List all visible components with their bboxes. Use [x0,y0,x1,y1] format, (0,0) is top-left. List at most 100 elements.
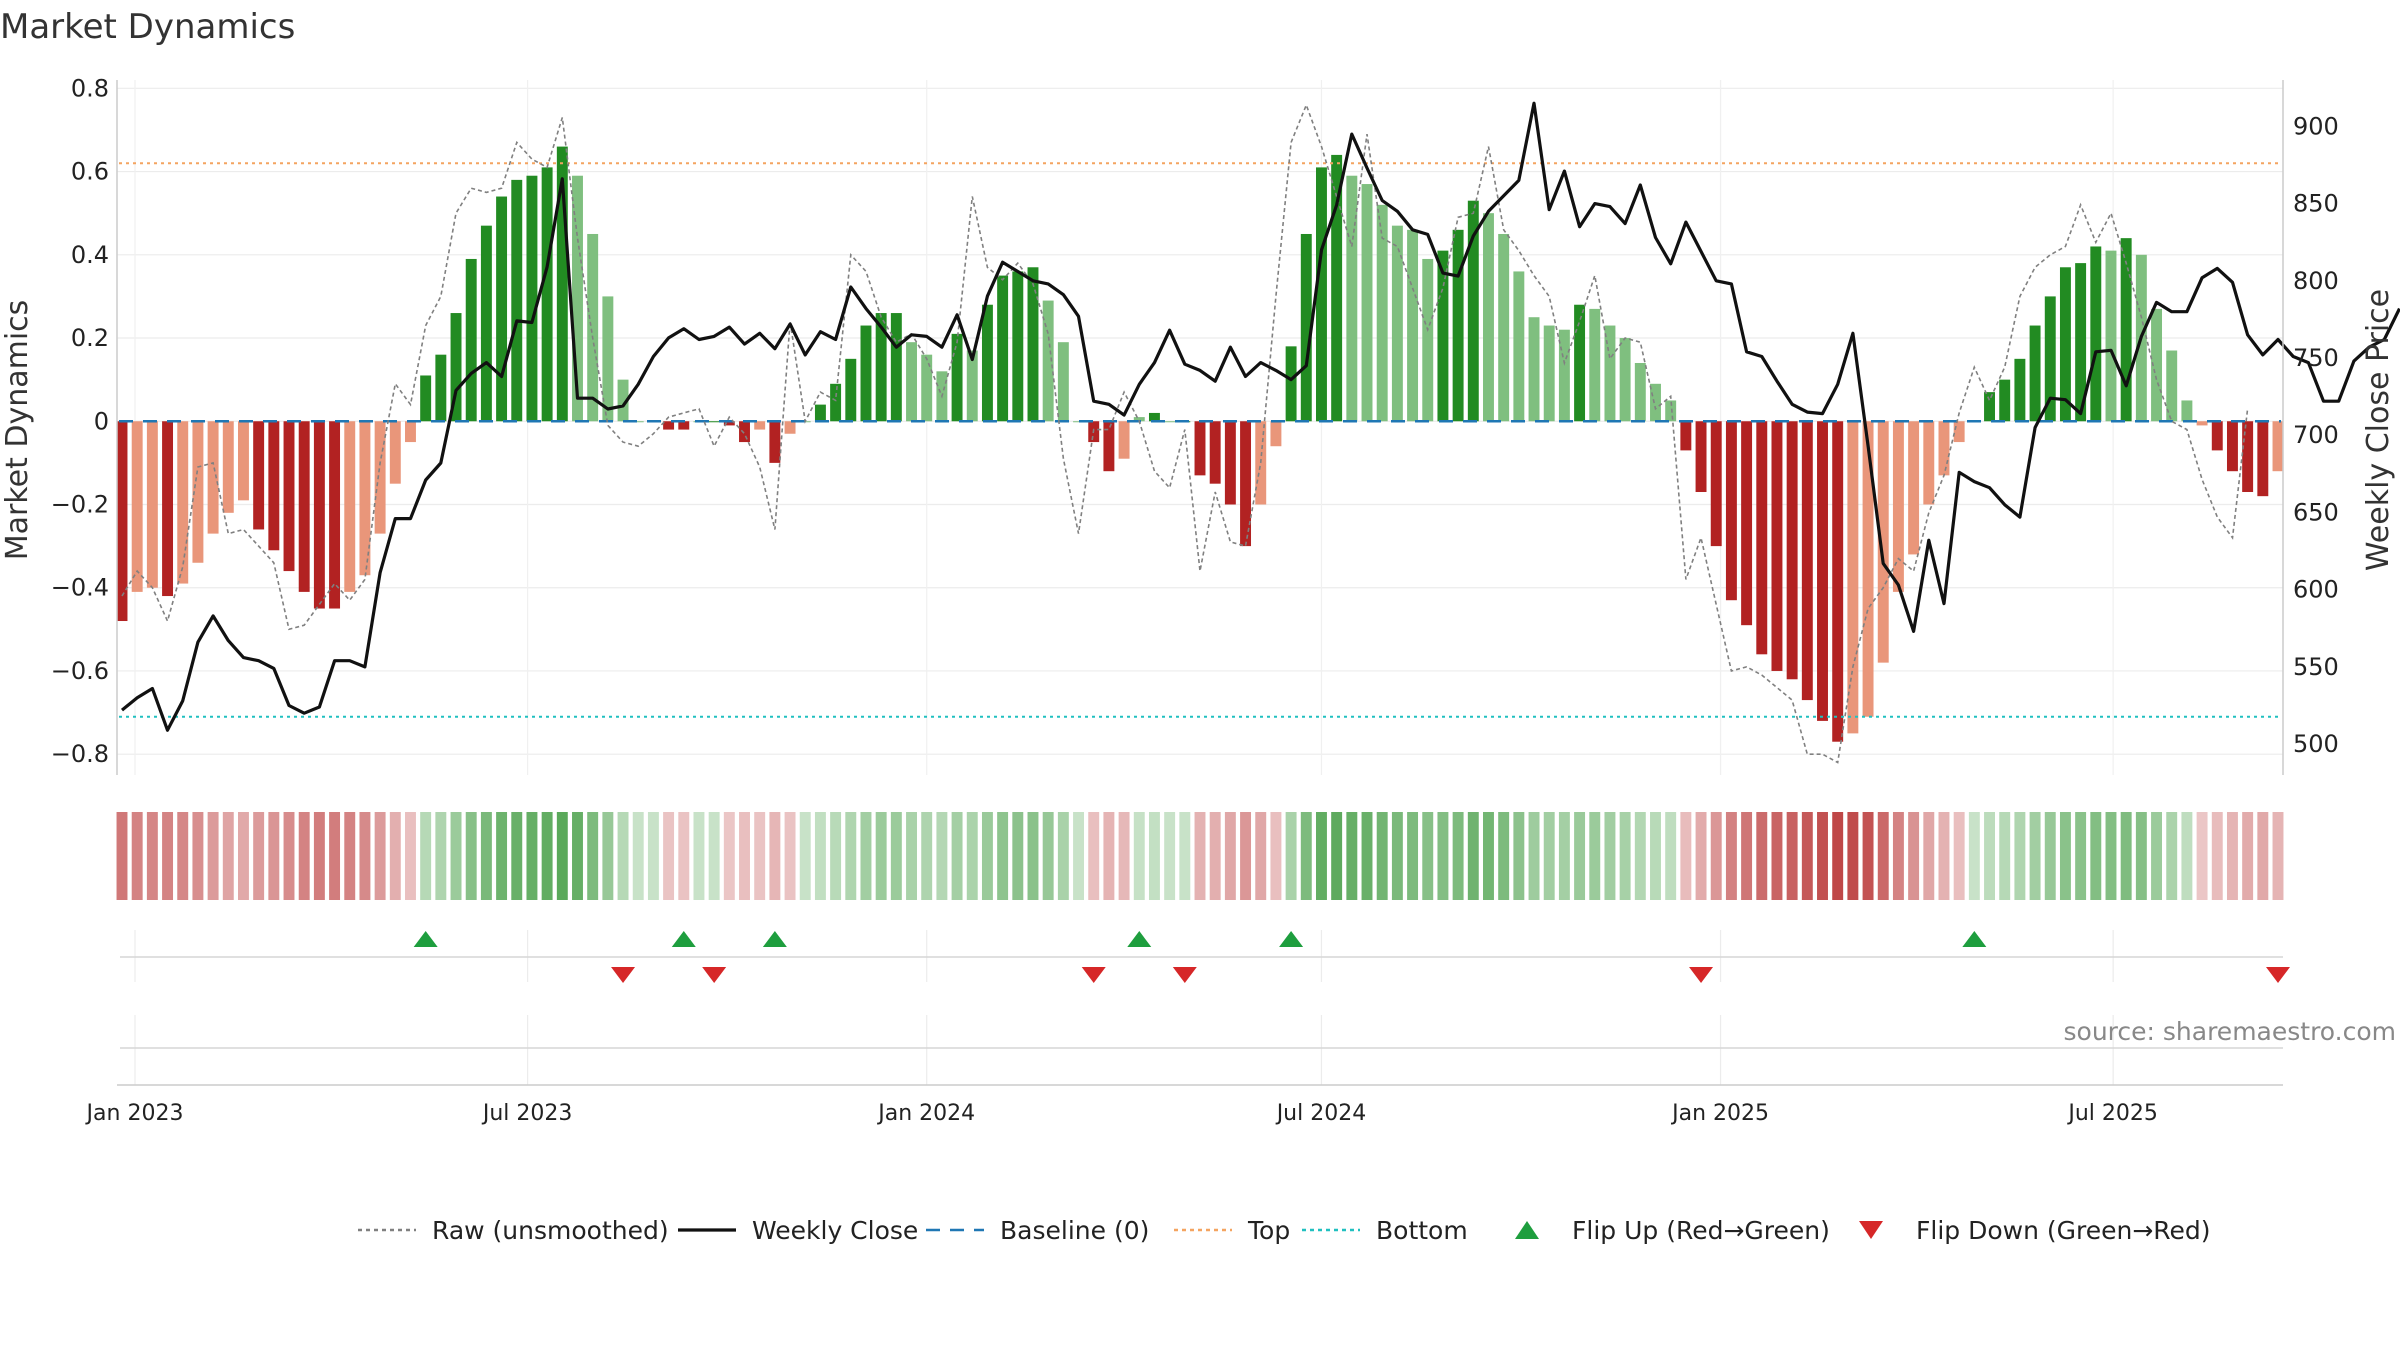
legend-label: Baseline (0) [1000,1216,1149,1245]
dynamics-bar [860,325,872,422]
dynamics-bar [1558,329,1570,422]
main-panel [116,101,2400,764]
dynamics-bar [2151,308,2163,422]
regime-strip-cell [921,812,933,900]
regime-strip-cell [1513,812,1525,900]
regime-strip-cell [405,812,416,900]
regime-strip-cell [1300,812,1312,900]
regime-strip-cell [1877,812,1889,900]
legend-swatch [1515,1221,1539,1239]
regime-strip-cell [587,812,599,900]
regime-strip-cell [222,812,234,900]
dynamics-bar [1042,300,1054,422]
regime-strip-cell [1483,812,1494,900]
regime-strip-cell [1908,812,1920,900]
regime-strip-cell [663,812,675,900]
dynamics-bar [1680,421,1692,451]
regime-strip-cell [1042,812,1054,900]
x-tick-label: Jul 2023 [481,1101,573,1126]
dynamics-bar [1027,267,1039,422]
regime-strip-cell [511,812,523,900]
regime-strip-cell [1194,812,1206,900]
regime-strip-cell [2166,812,2178,900]
regime-strip-cell [1224,812,1236,900]
regime-strip-cell [313,812,325,900]
regime-strip-cell [1665,812,1677,900]
regime-strip-cell [1589,812,1601,900]
regime-strip-cell [1695,812,1707,900]
dynamics-bar [1710,421,1722,547]
dynamics-bar [2211,421,2223,451]
regime-strip-cell [1680,812,1692,900]
regime-strip-cell [329,812,341,900]
legend-label: Flip Down (Green→Red) [1916,1216,2211,1245]
y2-tick-label: 650 [2293,498,2339,526]
dynamics-bar [1224,421,1236,505]
regime-strip-cell [739,812,750,900]
dynamics-bar [1300,233,1312,422]
regime-strip-cell [1118,812,1130,900]
y-tick-label: −0.6 [51,657,109,685]
dynamics-bar [981,304,993,422]
dynamics-bar [556,146,568,422]
dynamics-bar [1148,412,1160,422]
flip-down-marker [1172,967,1197,983]
dynamics-bar [1164,421,1176,423]
dynamics-bar [1832,421,1844,742]
regime-strip-cell [1209,812,1221,900]
regime-strip-cell [1604,812,1616,900]
regime-strip-cell [450,812,462,900]
dynamics-bar [1801,421,1813,701]
legend-label: Raw (unsmoothed) [432,1216,669,1245]
regime-strip-cell [617,812,629,900]
dynamics-bar [1725,421,1737,601]
regime-strip-cell [1634,812,1646,900]
x-tick-label: Jan 2025 [1670,1101,1769,1126]
weekly-close-line [120,101,2400,732]
y-tick-label: −0.2 [51,490,109,518]
regime-strip-cell [906,812,917,900]
flip-up-marker [671,931,696,947]
regime-strip-cell [1255,812,1267,900]
regime-strip-cell [162,812,174,900]
dynamics-bar [1619,338,1631,422]
dynamics-bar [222,421,234,513]
dynamics-bar [1756,421,1768,655]
dynamics-bar [1012,271,1024,422]
dynamics-bar [480,225,492,422]
dynamics-bar [1315,167,1327,422]
regime-strip-cell [1133,812,1145,900]
regime-strip-cell [1650,812,1661,900]
dynamics-bar [663,421,675,430]
dynamics-bar [237,421,249,501]
regime-strip-cell [1452,812,1464,900]
dynamics-bar [1574,304,1586,422]
legend: Raw (unsmoothed) Weekly Close Baseline (0)… [358,1216,2211,1245]
regime-strip-cell [814,812,826,900]
regime-strip [116,812,2284,900]
regime-strip-cell [1331,812,1343,900]
dynamics-bar [2196,421,2208,426]
regime-strip-cell [2196,812,2208,900]
regime-strip-cell [2014,812,2026,900]
dynamics-bar [1741,421,1753,626]
dynamics-bar [602,296,614,422]
dynamics-bar [1346,175,1358,422]
dynamics-bar [253,421,265,530]
dynamics-bar [2242,421,2254,493]
raw-line [121,102,2249,764]
regime-strip-cell [799,812,811,900]
regime-strip-cell [1923,812,1935,900]
regime-strip-cell [374,812,386,900]
dynamics-bar [268,421,280,551]
dynamics-bar [2166,350,2178,422]
dynamics-bar [1391,225,1403,422]
dynamics-bar [1817,421,1828,721]
dynamics-bar [2075,263,2087,422]
dynamics-bar [845,358,857,422]
dynamics-bar [1984,392,1995,422]
regime-strip-cell [2105,812,2117,900]
regime-strip-cell [875,812,887,900]
dynamics-bar [1437,250,1449,422]
dynamics-bar [784,421,796,434]
